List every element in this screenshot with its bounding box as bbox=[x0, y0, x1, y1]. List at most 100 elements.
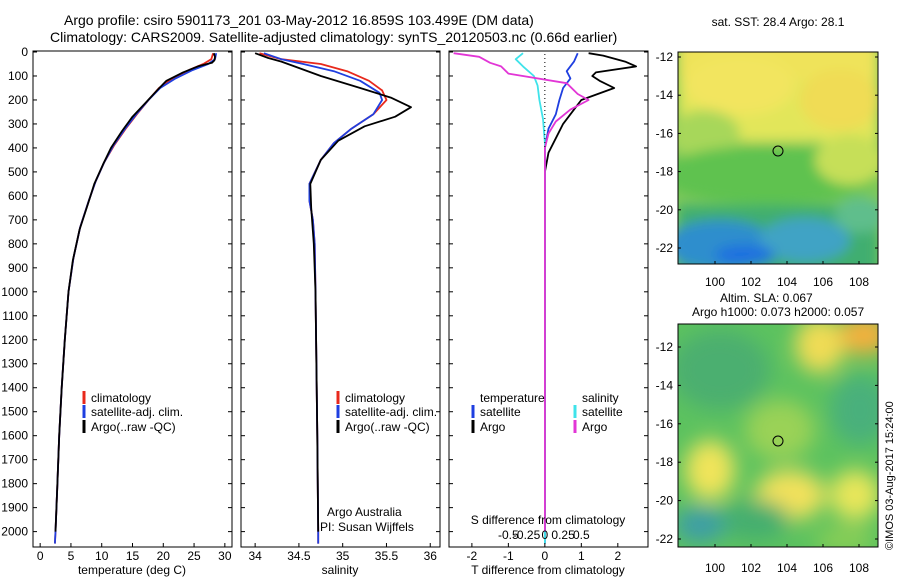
legend-title-temperature: temperature bbox=[480, 391, 545, 405]
sla-map-ticks: -12 -14 -16 -18 -20 -22 100 102 104 106 108 bbox=[656, 340, 878, 575]
x-tick-label: -2 bbox=[467, 549, 478, 563]
credit-line-1: Argo Australia bbox=[327, 505, 402, 519]
header-line-1: Argo profile: csiro 5901173_201 03-May-2… bbox=[64, 12, 534, 28]
salinity-x-ticks: 34 34.5 35 35.5 36 bbox=[248, 543, 437, 563]
credit-line-2: PI: Susan Wijffels bbox=[320, 520, 414, 534]
x-tick-label: 0 bbox=[37, 549, 44, 563]
map-x-tick-label: 106 bbox=[813, 275, 833, 289]
temperature-x-ticks: 0 5 10 15 20 25 30 bbox=[37, 543, 232, 563]
x-tick-label: 20 bbox=[157, 549, 171, 563]
depth-tick-label: 900 bbox=[8, 261, 28, 275]
depth-tick-label: 1500 bbox=[1, 405, 28, 419]
temperature-legend: climatology satellite-adj. clim. Argo(..… bbox=[82, 391, 183, 434]
map-y-tick-label: -18 bbox=[656, 165, 674, 179]
sla-map-image bbox=[678, 324, 878, 547]
series-climatology bbox=[54, 52, 214, 544]
temperature-panel-frame bbox=[32, 50, 233, 548]
map-y-tick-label: -12 bbox=[656, 340, 674, 354]
series-argo-raw-qc bbox=[254, 52, 412, 532]
x-tick-label: 0 bbox=[542, 549, 549, 563]
s-difference-label: S difference from climatology bbox=[471, 513, 626, 527]
temperature-series bbox=[54, 52, 218, 544]
x-tick-label: 34.5 bbox=[287, 549, 311, 563]
map-y-tick-label: -20 bbox=[656, 494, 674, 508]
s-tick-label: 0.5 bbox=[573, 528, 590, 542]
depth-tick-label: 1900 bbox=[1, 501, 28, 515]
sla-argo-location-marker bbox=[772, 435, 784, 447]
depth-axis: 0 100 200 300 400 500 600 700 800 900 1000 1100 1200… bbox=[1, 45, 648, 539]
depth-tick-label: 1700 bbox=[1, 453, 28, 467]
map-y-tick-label: -20 bbox=[656, 203, 674, 217]
salinity-series bbox=[254, 52, 412, 544]
x-tick-label: 5 bbox=[68, 549, 75, 563]
map-y-tick-label: -22 bbox=[656, 532, 674, 546]
difference-panel-frame bbox=[448, 50, 649, 548]
map-x-tick-label: 102 bbox=[741, 561, 761, 575]
map-y-tick-label: -22 bbox=[656, 241, 674, 255]
s-tick-label: -0.5 bbox=[498, 528, 519, 542]
legend-label-argo: Argo(..raw -QC) bbox=[91, 420, 176, 434]
map-x-tick-label: 106 bbox=[813, 561, 833, 575]
depth-tick-label: 1100 bbox=[2, 309, 28, 323]
depth-tick-label: 100 bbox=[8, 69, 28, 83]
depth-tick-label: 1300 bbox=[1, 357, 28, 371]
map-y-tick-label: -18 bbox=[656, 455, 674, 469]
series-salinity-argo bbox=[453, 52, 590, 532]
legend-label-satellite: satellite-adj. clim. bbox=[91, 405, 183, 419]
depth-tick-label: 400 bbox=[8, 141, 28, 155]
map-x-tick-label: 102 bbox=[741, 275, 761, 289]
series-temperature-argo bbox=[544, 52, 637, 532]
sst-map-frame bbox=[677, 51, 879, 265]
sst-argo-location-marker bbox=[772, 145, 784, 157]
depth-tick-label: 500 bbox=[8, 165, 28, 179]
legend-title-salinity: salinity bbox=[582, 391, 619, 405]
x-tick-label: 34 bbox=[248, 549, 262, 563]
side-credit: ©IMOS 03-Aug-2017 15:24:00 bbox=[884, 401, 896, 550]
difference-series bbox=[453, 52, 637, 544]
depth-tick-label: 1000 bbox=[1, 285, 28, 299]
x-tick-label: 35.5 bbox=[375, 549, 399, 563]
depth-tick-label: 1400 bbox=[1, 381, 28, 395]
depth-tick-label: 2000 bbox=[1, 525, 28, 539]
depth-tick-label: 800 bbox=[8, 237, 28, 251]
depth-tick-label: 1800 bbox=[1, 477, 28, 491]
depth-tick-label: 200 bbox=[8, 93, 28, 107]
legend-label-sal-argo: Argo bbox=[582, 420, 608, 434]
series-salinity-satellite bbox=[514, 52, 546, 544]
depth-tick-label: 0 bbox=[21, 45, 28, 59]
depth-tick-label: 300 bbox=[8, 117, 28, 131]
difference-s-ticks: -0.5-0.25 0 0.250.5 bbox=[498, 528, 590, 542]
series-climatology bbox=[259, 52, 388, 544]
depth-tick-label: 600 bbox=[8, 189, 28, 203]
sst-map-ticks: -12 -14 -16 -18 -20 -22 100 102 104 106 108 bbox=[656, 50, 878, 289]
sla-map-frame bbox=[677, 323, 879, 548]
series-argo-raw-qc bbox=[54, 52, 216, 532]
salinity-x-label: salinity bbox=[322, 563, 359, 577]
x-tick-label: 1 bbox=[578, 549, 585, 563]
map-x-tick-label: 100 bbox=[705, 561, 725, 575]
x-tick-label: 10 bbox=[95, 549, 109, 563]
sla-map-title-1: Altim. SLA: 0.067 bbox=[720, 291, 813, 305]
legend-label-climatology: climatology bbox=[91, 391, 151, 405]
map-x-tick-label: 100 bbox=[705, 275, 725, 289]
x-tick-label: 30 bbox=[218, 549, 232, 563]
header-line-2: Climatology: CARS2009. Satellite-adjuste… bbox=[50, 29, 617, 45]
t-difference-label: T difference from climatology bbox=[471, 563, 625, 577]
temperature-x-label: temperature (deg C) bbox=[78, 563, 186, 577]
legend-label-satellite: satellite-adj. clim. bbox=[345, 405, 437, 419]
salinity-panel-frame bbox=[240, 50, 441, 548]
difference-legend: temperature satellite Argo salinity sate… bbox=[471, 391, 623, 434]
x-tick-label: -1 bbox=[503, 549, 514, 563]
map-y-tick-label: -12 bbox=[656, 50, 674, 64]
s-tick-label: 0.25 bbox=[551, 528, 575, 542]
map-x-tick-label: 104 bbox=[777, 561, 797, 575]
map-y-tick-label: -16 bbox=[656, 417, 674, 431]
legend-label-argo: Argo(..raw -QC) bbox=[345, 420, 430, 434]
x-tick-label: 35 bbox=[336, 549, 350, 563]
legend-label-temp-satellite: satellite bbox=[480, 405, 521, 419]
x-tick-label: 36 bbox=[424, 549, 438, 563]
legend-label-temp-argo: Argo bbox=[480, 420, 506, 434]
depth-tick-label: 1600 bbox=[1, 429, 28, 443]
x-tick-label: 2 bbox=[614, 549, 621, 563]
